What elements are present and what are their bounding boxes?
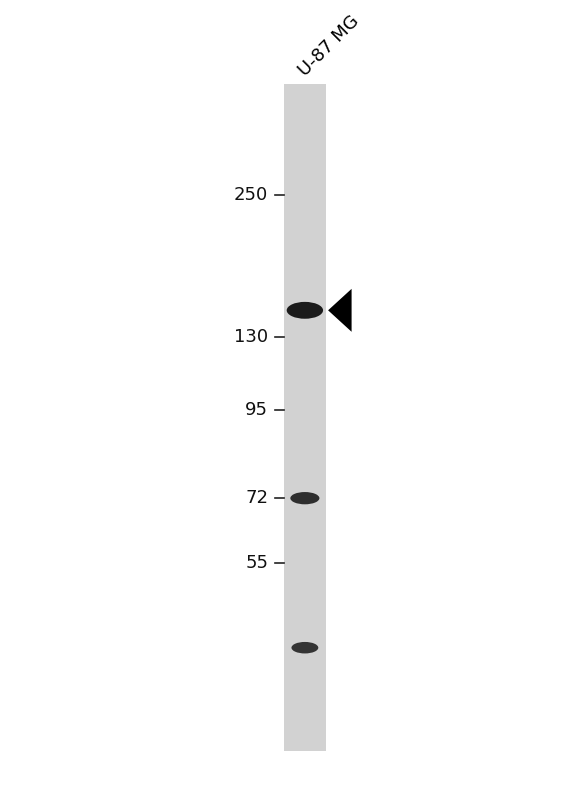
Text: 250: 250 — [234, 186, 268, 204]
Ellipse shape — [286, 302, 323, 318]
Text: 55: 55 — [245, 554, 268, 572]
Bar — [284, 84, 326, 751]
Text: 72: 72 — [245, 489, 268, 507]
Text: 95: 95 — [245, 401, 268, 419]
Polygon shape — [328, 289, 351, 332]
Ellipse shape — [290, 492, 319, 504]
Text: U-87 MG: U-87 MG — [295, 13, 363, 80]
Text: 130: 130 — [234, 328, 268, 346]
Ellipse shape — [292, 642, 318, 654]
